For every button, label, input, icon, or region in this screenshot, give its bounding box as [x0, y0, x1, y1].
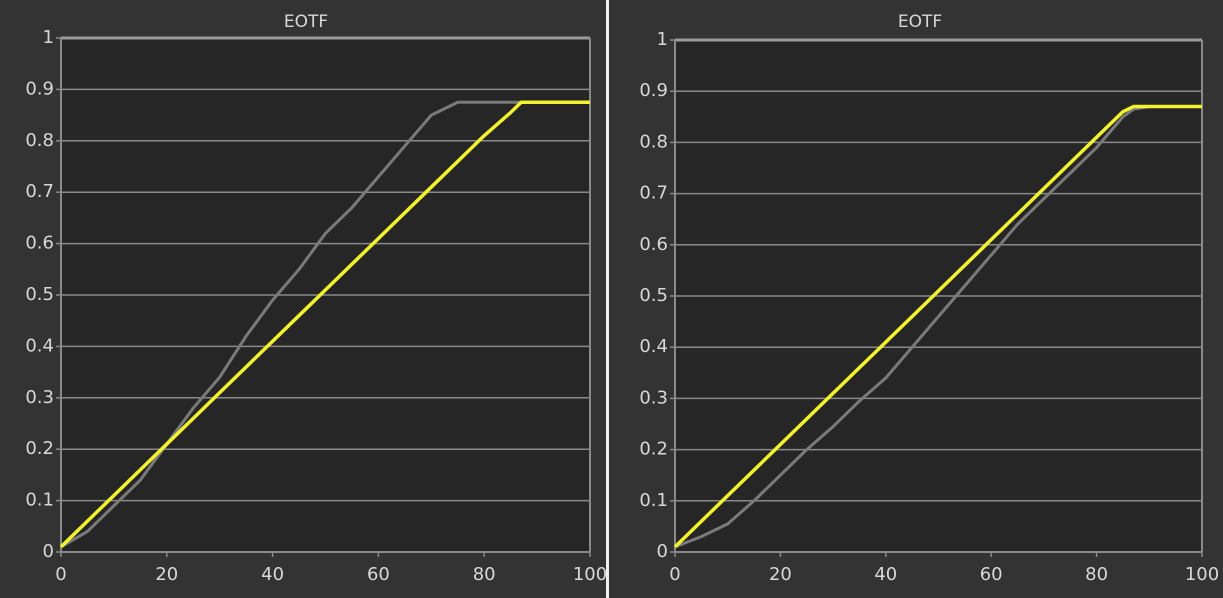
y-tick-label: 0	[657, 541, 668, 562]
y-tick-label: 0.9	[639, 80, 668, 101]
y-tick-label: 0.3	[639, 387, 668, 408]
x-tick-label: 40	[874, 564, 897, 585]
x-tick-label: 60	[980, 564, 1003, 585]
x-tick-label: 0	[669, 564, 680, 585]
y-tick-label: 0.2	[639, 439, 668, 460]
line-series	[59, 100, 590, 549]
x-tick-label: 100	[1185, 564, 1219, 585]
y-tick-label: 0.9	[25, 78, 54, 99]
x-tick-label: 20	[155, 564, 178, 585]
x-tick-label: 100	[573, 564, 607, 585]
separator	[606, 0, 609, 598]
y-tick-label: 0.3	[25, 387, 54, 408]
y-tick-label: 0.7	[639, 183, 668, 204]
x-tick-label: 80	[1085, 564, 1108, 585]
x-tick-label: 60	[367, 564, 390, 585]
y-tick-label: 0.5	[25, 284, 54, 305]
x-tick-label: 20	[769, 564, 792, 585]
chart-title: EOTF	[284, 12, 328, 32]
x-tick-label: 40	[261, 564, 284, 585]
line-series	[674, 105, 1202, 549]
x-tick-label: 80	[473, 564, 496, 585]
y-tick-label: 0.6	[639, 234, 668, 255]
y-tick-label: 0.6	[25, 233, 54, 254]
line-series	[60, 100, 590, 549]
y-tick-label: 0.1	[25, 490, 54, 511]
y-tick-label: 0.4	[639, 336, 668, 357]
chart-title: EOTF	[898, 12, 942, 32]
y-tick-label: 0.7	[25, 181, 54, 202]
y-tick-label: 0.1	[639, 490, 668, 511]
y-tick-label: 0	[43, 541, 54, 562]
y-tick-label: 0.4	[25, 335, 54, 356]
x-tick-label: 0	[55, 564, 66, 585]
line-series	[673, 104, 1202, 549]
y-tick-label: 0.5	[639, 285, 668, 306]
y-tick-label: 0.8	[25, 130, 54, 151]
y-tick-label: 1	[657, 29, 668, 50]
y-tick-label: 0.8	[639, 131, 668, 152]
y-tick-label: 1	[43, 27, 54, 48]
y-tick-label: 0.2	[25, 438, 54, 459]
